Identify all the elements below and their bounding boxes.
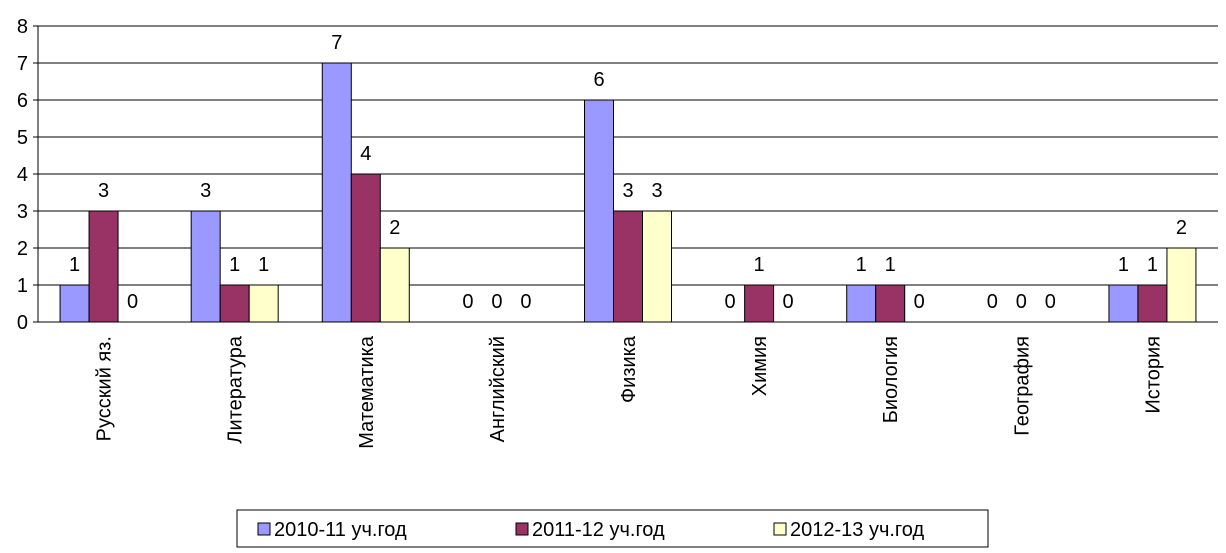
y-tick-label: 8	[17, 16, 28, 38]
data-label: 0	[127, 291, 138, 313]
data-label: 0	[914, 291, 925, 313]
bar	[88, 210, 119, 323]
data-label: 1	[885, 254, 896, 276]
bar	[584, 99, 614, 323]
x-tick-label: Биология	[880, 336, 902, 423]
data-label: 7	[331, 32, 342, 54]
data-label: 0	[491, 291, 502, 313]
data-label: 0	[725, 291, 736, 313]
bar	[613, 210, 643, 323]
data-label: 1	[856, 254, 867, 276]
data-label: 3	[622, 180, 633, 202]
data-label: 1	[69, 254, 80, 276]
data-label: 0	[520, 291, 531, 313]
data-label: 3	[200, 180, 211, 202]
x-tick-label: Физика	[618, 335, 640, 403]
legend-label: 2012-13 уч.год	[790, 519, 924, 541]
bar	[59, 284, 90, 323]
data-label: 4	[360, 143, 371, 165]
data-label: 0	[987, 291, 998, 313]
x-tick-label: Химия	[749, 336, 771, 396]
bar	[248, 284, 279, 323]
bar	[744, 284, 775, 323]
data-label: 3	[98, 180, 109, 202]
bar	[846, 284, 877, 323]
bar	[379, 247, 410, 323]
y-tick-label: 6	[17, 90, 28, 112]
data-label: 3	[651, 180, 662, 202]
bar	[1166, 247, 1197, 323]
legend-swatch	[773, 522, 787, 536]
data-label: 0	[462, 291, 473, 313]
bar	[321, 62, 352, 323]
legend-box	[236, 509, 989, 548]
data-label: 2	[389, 217, 400, 239]
legend-label: 2011-12 уч.год	[532, 519, 665, 541]
x-tick-label: Русский яз.	[94, 336, 116, 441]
data-label: 1	[754, 254, 765, 276]
x-tick-label: Литература	[225, 335, 247, 443]
data-label: 1	[1118, 254, 1129, 276]
x-tick-label: Математика	[356, 335, 378, 449]
y-tick-label: 1	[17, 275, 28, 297]
bar	[1137, 284, 1168, 323]
legend-swatch	[257, 522, 271, 536]
data-label: 1	[1147, 254, 1158, 276]
bar	[219, 284, 250, 323]
data-label: 0	[783, 291, 794, 313]
bar	[642, 210, 672, 323]
data-label: 1	[258, 254, 269, 276]
x-tick-label: География	[1011, 336, 1033, 436]
data-label: 1	[229, 254, 240, 276]
y-tick-label: 5	[17, 127, 28, 149]
data-label: 0	[1016, 291, 1027, 313]
y-tick-label: 7	[17, 53, 28, 75]
bar	[875, 284, 906, 323]
x-tick-label: История	[1142, 336, 1164, 414]
y-tick-label: 4	[17, 164, 28, 186]
y-tick-label: 2	[17, 238, 28, 260]
y-tick-label: 3	[17, 201, 28, 223]
data-label: 6	[593, 69, 604, 91]
bar	[350, 173, 381, 323]
x-tick-label: Английский	[487, 336, 509, 442]
data-label: 2	[1176, 217, 1187, 239]
data-label: 0	[1045, 291, 1056, 313]
bar	[190, 210, 221, 323]
bar	[1108, 284, 1139, 323]
legend-swatch	[515, 522, 529, 536]
legend-label: 2010-11 уч.год	[274, 519, 407, 541]
y-tick-label: 0	[17, 312, 28, 334]
